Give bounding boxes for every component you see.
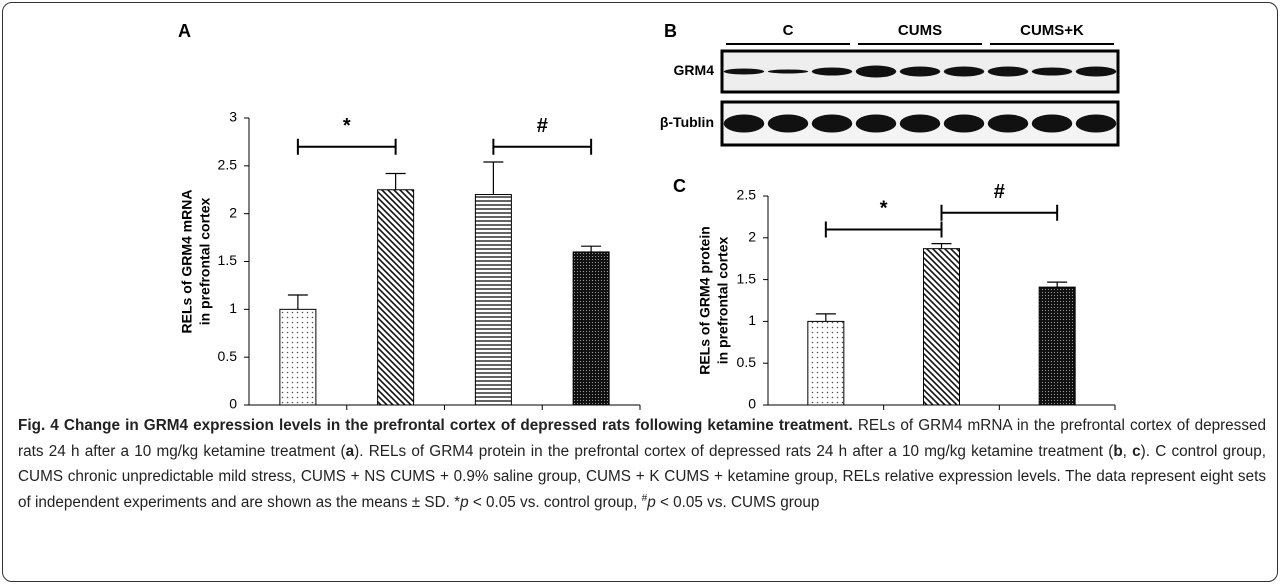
blot-band <box>1076 67 1116 77</box>
y-tick-label: 3 <box>229 109 237 125</box>
group-label: C <box>783 22 794 39</box>
y-tick-label: 1 <box>748 312 756 328</box>
significance-bracket <box>826 221 942 237</box>
panel-label: B <box>664 21 677 41</box>
bar <box>573 252 609 405</box>
bar <box>1039 287 1075 405</box>
blot-band <box>724 115 764 133</box>
y-tick-label: 2.5 <box>218 157 238 173</box>
blot-band <box>1076 115 1116 133</box>
y-axis-label: in prefrontal cortex <box>715 237 731 365</box>
caption-title: Fig. 4 Change in GRM4 expression levels … <box>18 417 853 434</box>
significance-mark: # <box>537 115 548 137</box>
caption: Fig. 4 Change in GRM4 expression levels … <box>18 413 1266 515</box>
y-tick-label: 1 <box>229 300 237 316</box>
caption-text: a <box>346 443 355 460</box>
blot-band <box>900 67 940 77</box>
blot-band <box>988 115 1028 133</box>
bar <box>378 190 414 405</box>
y-tick-label: 1.5 <box>218 252 238 268</box>
blot-band <box>768 70 808 74</box>
blot-band <box>724 69 764 75</box>
caption-text: ). RELs of GRM4 protein in the prefronta… <box>354 443 1113 460</box>
group-label: CUMS <box>898 22 942 39</box>
blot-band <box>900 115 940 133</box>
row-label: β-Tublin <box>660 114 714 130</box>
y-tick-label: 0.5 <box>218 348 238 364</box>
y-tick-label: 2 <box>748 229 756 245</box>
y-tick-label: 0 <box>748 396 756 410</box>
blot-band <box>856 66 896 78</box>
bar <box>280 309 316 405</box>
panel-label: A <box>178 21 191 41</box>
significance-bracket <box>942 205 1058 221</box>
y-axis-label: RELs of GRM4 mRNA <box>179 190 195 334</box>
blot-band <box>944 115 984 133</box>
y-axis-label: RELs of GRM4 protein <box>697 226 713 375</box>
blot-band <box>944 67 984 77</box>
caption-text: c <box>1132 443 1141 460</box>
significance-bracket <box>493 139 591 155</box>
group-label: CUMS+K <box>1020 22 1084 39</box>
significance-mark: * <box>343 115 351 137</box>
bar <box>475 195 511 405</box>
blot-band <box>1032 68 1072 76</box>
blot-band <box>856 115 896 133</box>
y-tick-label: 0 <box>229 396 237 410</box>
panel-label: C <box>673 176 686 196</box>
blot-band <box>768 115 808 133</box>
blot-band <box>988 67 1028 77</box>
caption-text: b <box>1113 443 1122 460</box>
significance-bracket <box>298 139 396 155</box>
y-axis-label: in prefrontal cortex <box>197 198 213 326</box>
bar <box>924 249 960 405</box>
caption-text: p <box>460 494 469 511</box>
y-tick-label: 2 <box>229 204 237 220</box>
blot-band <box>812 68 852 76</box>
y-tick-label: 1.5 <box>737 270 757 286</box>
page: ARELs of GRM4 mRNAin prefrontal cortex00… <box>0 0 1282 588</box>
caption-text: , <box>1123 443 1132 460</box>
row-label: GRM4 <box>674 62 715 78</box>
caption-text: < 0.05 vs. CUMS group <box>656 494 820 511</box>
y-tick-label: 2.5 <box>737 187 757 203</box>
significance-mark: # <box>994 181 1005 203</box>
bar <box>808 321 844 405</box>
caption-text: p <box>647 494 656 511</box>
significance-mark: * <box>880 198 888 220</box>
blot-band <box>1032 115 1072 133</box>
caption-text: < 0.05 vs. control group, <box>469 494 642 511</box>
blot-band <box>812 115 852 133</box>
y-tick-label: 0.5 <box>737 354 757 370</box>
